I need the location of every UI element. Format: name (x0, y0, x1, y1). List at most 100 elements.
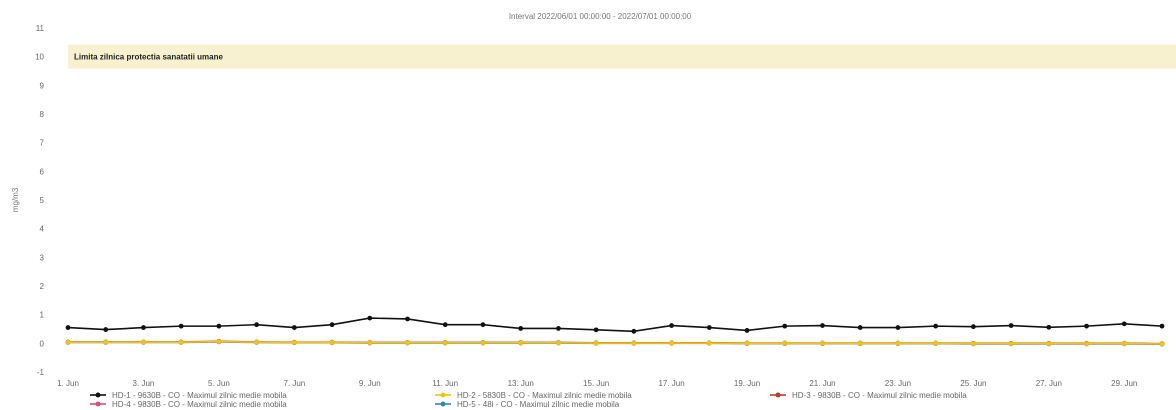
legend-label: HD-4 - 9830B - CO - Maximul zilnic medie… (112, 400, 287, 409)
x-tick-label: 7. Jun (283, 379, 305, 388)
x-tick-label: 21. Jun (809, 379, 835, 388)
x-tick-label: 5. Jun (208, 379, 230, 388)
data-point (593, 340, 599, 346)
data-point (367, 315, 373, 321)
y-tick-label: 4 (40, 225, 45, 234)
data-point (367, 340, 373, 346)
y-tick-label: 11 (36, 24, 45, 33)
y-tick-label: -1 (37, 368, 45, 377)
y-axis-ticks: -1 0 1 2 3 4 5 6 7 8 9 10 11 (35, 24, 44, 377)
legend-marker (440, 401, 446, 407)
legend-item[interactable]: HD-5 - 48i - CO - Maximul zilnic medie m… (435, 400, 620, 409)
data-point (405, 340, 410, 346)
data-point (1046, 324, 1052, 330)
data-point (254, 339, 260, 345)
limit-label: Limita zilnica protectia sanatatii umane (74, 53, 223, 62)
data-point (442, 322, 448, 328)
data-point (669, 340, 674, 346)
data-point (65, 339, 71, 345)
data-point (291, 325, 297, 330)
legend-marker (95, 401, 101, 407)
data-point (1121, 341, 1127, 347)
data-point (895, 340, 901, 346)
data-point (631, 328, 637, 334)
legend-item[interactable]: HD-3 - 9830B - CO - Maximul zilnic medie… (770, 391, 967, 400)
legend-label: HD-2 - 5830B - CO - Maximul zilnic medie… (457, 391, 632, 400)
data-point (480, 322, 486, 328)
legend-item[interactable]: HD-2 - 5830B - CO - Maximul zilnic medie… (435, 391, 632, 400)
x-tick-label: 1. Jun (57, 379, 79, 388)
data-point (1008, 341, 1014, 347)
data-point (933, 340, 939, 346)
legend-label: HD-1 - 9630B - CO - Maximul zilnic medie… (112, 391, 287, 400)
data-point (103, 339, 109, 345)
data-point (141, 325, 146, 330)
series-line (68, 340, 1163, 345)
data-point (1159, 341, 1165, 347)
data-point (1084, 323, 1089, 329)
series-line (67, 317, 1163, 333)
y-tick-label: 6 (40, 167, 45, 176)
data-point (65, 325, 71, 330)
data-point (178, 339, 184, 345)
y-tick-label: 3 (40, 253, 45, 262)
x-tick-label: 25. Jun (960, 379, 986, 388)
data-point (970, 341, 976, 347)
y-tick-label: 1 (40, 311, 45, 320)
data-point (593, 327, 599, 333)
y-tick-label: 10 (35, 53, 44, 62)
data-point (518, 326, 524, 331)
data-point (518, 340, 524, 346)
chart-title: Interval 2022/06/01 00:00:00 - 2022/07/0… (509, 12, 692, 21)
x-tick-label: 19. Jun (734, 379, 760, 388)
x-axis-ticks: 1. Jun 3. Jun 5. Jun 7. Jun 9. Jun 11. Jun 13.… (57, 379, 1137, 388)
data-point (141, 339, 146, 345)
y-tick-label: 2 (40, 282, 45, 291)
x-tick-label: 29. Jun (1111, 379, 1137, 388)
legend-item[interactable]: HD-4 - 9830B - CO - Maximul zilnic medie… (90, 400, 287, 409)
data-point (1008, 323, 1014, 328)
data-point (744, 328, 750, 333)
y-tick-label: 0 (40, 339, 45, 348)
data-point (706, 325, 712, 330)
data-point (970, 324, 976, 330)
data-point (782, 323, 788, 329)
series-group (65, 315, 1165, 347)
x-tick-label: 17. Jun (658, 379, 684, 388)
data-point (895, 325, 901, 330)
data-point (1159, 323, 1165, 329)
data-point (556, 326, 561, 331)
data-point (405, 316, 410, 322)
data-point (442, 340, 448, 346)
data-point (329, 322, 335, 328)
y-tick-label: 9 (40, 81, 45, 90)
data-point (178, 323, 184, 329)
limit-band (68, 44, 1176, 69)
data-point (254, 322, 260, 328)
y-axis-label: mg/m3 (11, 187, 20, 212)
data-point (820, 340, 825, 346)
legend-label: HD-3 - 9830B - CO - Maximul zilnic medie… (792, 391, 967, 400)
data-point (820, 323, 825, 328)
data-point (669, 323, 674, 328)
data-point (744, 340, 750, 346)
data-point (631, 340, 637, 346)
data-point (933, 323, 939, 329)
series-2 (65, 339, 1165, 347)
data-point (857, 340, 863, 346)
data-point (291, 340, 297, 345)
x-tick-label: 27. Jun (1036, 379, 1062, 388)
data-point (782, 340, 788, 346)
data-point (857, 325, 863, 330)
y-tick-label: 7 (40, 139, 45, 148)
data-point (216, 323, 222, 329)
x-tick-label: 15. Jun (583, 379, 609, 388)
data-point (1121, 321, 1127, 327)
legend: HD-1 - 9630B - CO - Maximul zilnic medie… (90, 391, 967, 409)
limit-band-group: Limita zilnica protectia sanatatii umane (68, 44, 1176, 69)
legend-item[interactable]: HD-1 - 9630B - CO - Maximul zilnic medie… (90, 391, 287, 400)
data-point (1046, 341, 1052, 347)
data-point (1084, 341, 1089, 347)
legend-marker (95, 392, 101, 398)
